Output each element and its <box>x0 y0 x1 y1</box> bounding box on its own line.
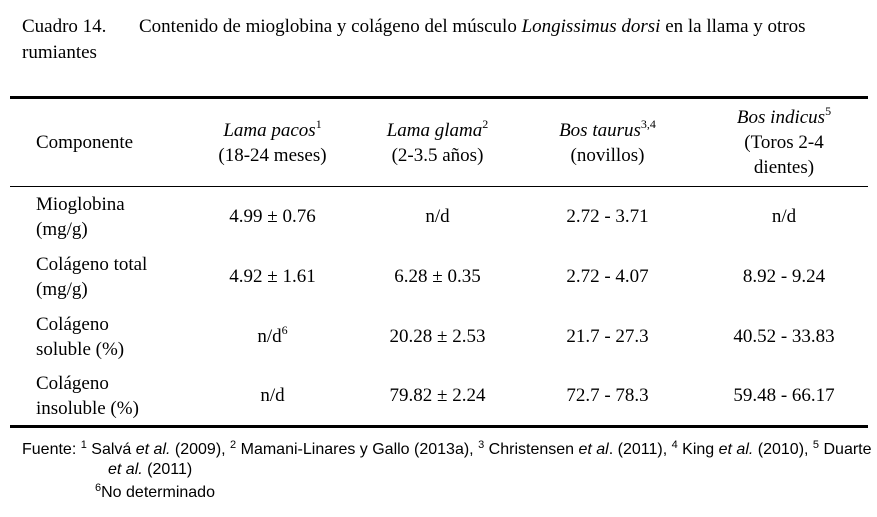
cell: 72.7 - 78.3 <box>515 367 700 427</box>
row-label: Colágeno total (mg/g) <box>10 247 185 307</box>
header-name: Lama pacos <box>223 119 316 141</box>
column-header: Bos taurus3,4 (novillos) <box>515 98 700 187</box>
cell: 8.92 - 9.24 <box>700 247 868 307</box>
note: 6No determinado <box>95 483 215 503</box>
source-label: Fuente: <box>22 441 77 458</box>
row-label-line: insoluble (%) <box>36 397 139 419</box>
ref-number: 4 <box>671 439 678 451</box>
cell: 4.99 ± 0.76 <box>185 187 360 247</box>
cell: 21.7 - 27.3 <box>515 307 700 367</box>
ref-text: Mamani-Linares y Gallo (2013a), <box>240 441 474 458</box>
caption-text: en la llama y otros rumiantes <box>22 16 806 63</box>
header-name: Bos taurus <box>559 119 641 141</box>
ref-text: Salvá <box>91 441 136 458</box>
header-name: Bos indicus <box>736 107 826 128</box>
ref-italic: et al. <box>135 441 171 458</box>
cell-value: 59.48 - 66.17 <box>733 385 835 407</box>
cell-value: 6.28 ± 0.35 <box>394 266 481 287</box>
cell-value: 79.82 ± 2.24 <box>389 385 486 407</box>
ref-text: (2010), <box>753 441 809 458</box>
row-label-line: (mg/g) <box>36 218 88 240</box>
cell: 4.92 ± 1.61 <box>185 247 360 307</box>
column-header: Lama glama2 (2-3.5 años) <box>360 98 515 187</box>
row-label: Mioglobina (mg/g) <box>10 187 185 247</box>
cell: 6.28 ± 0.35 <box>360 247 515 307</box>
header-detail: dientes) <box>753 157 815 178</box>
table-row: Colágeno total (mg/g) 4.92 ± 1.61 6.28 ± 0.… <box>10 247 868 307</box>
cell: 40.52 - 33.83 <box>700 307 868 367</box>
cell: 20.28 ± 2.53 <box>360 307 515 367</box>
column-header: Componente <box>10 98 185 187</box>
cell-value: n/d <box>260 385 285 407</box>
source: Fuente: 1 Salvá et al. (2009), 2 Mamani-… <box>22 440 872 480</box>
row-label: Colágeno soluble (%) <box>10 307 185 367</box>
cell: n/d <box>360 187 515 247</box>
row-label-line: Mioglobina <box>36 193 125 215</box>
cell: 2.72 - 3.71 <box>515 187 700 247</box>
ref-number: 3 <box>478 439 485 451</box>
header-name: Lama glama <box>386 119 483 141</box>
header-detail: (novillos) <box>570 144 645 166</box>
ref-text: . (2011), <box>608 441 668 458</box>
cell-value: 4.92 ± 1.61 <box>229 266 316 287</box>
ref-text: King <box>682 441 719 458</box>
cell-value: n/d <box>425 206 450 228</box>
ref-italic: et al <box>578 441 609 458</box>
cell-value: 40.52 - 33.83 <box>733 326 835 347</box>
cell: 79.82 ± 2.24 <box>360 367 515 427</box>
cell-value: 8.92 - 9.24 <box>742 266 826 287</box>
header-detail: (2-3.5 años) <box>391 144 484 166</box>
header-row: Componente Lama pacos1 (18-24 meses) Lama g… <box>10 97 868 187</box>
ref-text: Duarte <box>823 441 872 458</box>
cell: n/d <box>700 187 868 247</box>
column-header: Lama pacos1 (18-24 meses) <box>185 98 360 187</box>
caption: Cuadro 14. Contenido de mioglobina y colá… <box>22 14 872 66</box>
row-label-line: soluble (%) <box>36 338 125 360</box>
header-footnote: 3,4 <box>640 116 656 131</box>
cell: n/d6 <box>185 307 360 367</box>
ref-number: 5 <box>812 439 820 451</box>
note-text: No determinado <box>101 484 215 501</box>
cell: 59.48 - 66.17 <box>700 367 868 427</box>
cell-value: 2.72 - 4.07 <box>566 266 649 287</box>
ref-italic: et al. <box>718 441 754 458</box>
ref-text: (2011) <box>142 461 193 478</box>
cell: 2.72 - 4.07 <box>515 247 700 307</box>
cell-value: 21.7 - 27.3 <box>566 326 649 347</box>
cell-value: n/d <box>257 326 282 347</box>
row-label-line: Colágeno <box>36 313 109 335</box>
header-name: Componente <box>36 132 134 153</box>
header-footnote: 1 <box>315 116 322 131</box>
data-table: Componente Lama pacos1 (18-24 meses) Lama g… <box>10 96 868 428</box>
column-header: Bos indicus5 (Toros 2-4 dientes) <box>700 98 868 187</box>
cell-value: 72.7 - 78.3 <box>566 385 649 407</box>
ref-number: 2 <box>230 439 237 451</box>
row-label: Colágeno insoluble (%) <box>10 367 185 427</box>
table-row: Colágeno soluble (%) n/d6 20.28 ± 2.53 21.7 … <box>10 307 868 367</box>
caption-label: Cuadro 14. <box>22 16 107 37</box>
cell-value: n/d <box>771 206 797 228</box>
caption-text: Contenido de mioglobina y colágeno del m… <box>139 16 522 37</box>
ref-text: (2009), <box>170 441 226 458</box>
caption-italic: Longissimus dorsi <box>521 16 661 37</box>
cell-value: 4.99 ± 0.76 <box>229 206 316 228</box>
cell: n/d <box>185 367 360 427</box>
ref-text: Christensen <box>488 441 579 458</box>
row-label-line: (mg/g) <box>36 278 88 300</box>
ref-number: 1 <box>80 439 87 451</box>
header-footnote: 2 <box>482 116 489 131</box>
row-label-line: Colágeno <box>36 372 109 394</box>
table-row: Mioglobina (mg/g) 4.99 ± 0.76 n/d 2.72 - 3.7… <box>10 187 868 247</box>
header-detail: (Toros 2-4 <box>744 132 824 153</box>
cell-value: 20.28 ± 2.53 <box>389 326 486 347</box>
row-label-line: Colágeno total <box>36 253 148 275</box>
ref-italic: et al. <box>108 461 143 478</box>
table-row: Colágeno insoluble (%) n/d 79.82 ± 2.24 72.7… <box>10 367 868 427</box>
header-detail: (18-24 meses) <box>218 144 327 166</box>
cell-value: 2.72 - 3.71 <box>566 206 649 228</box>
note-number: 6 <box>95 482 102 494</box>
header-footnote: 5 <box>825 104 832 118</box>
cell-footnote: 6 <box>281 323 288 337</box>
